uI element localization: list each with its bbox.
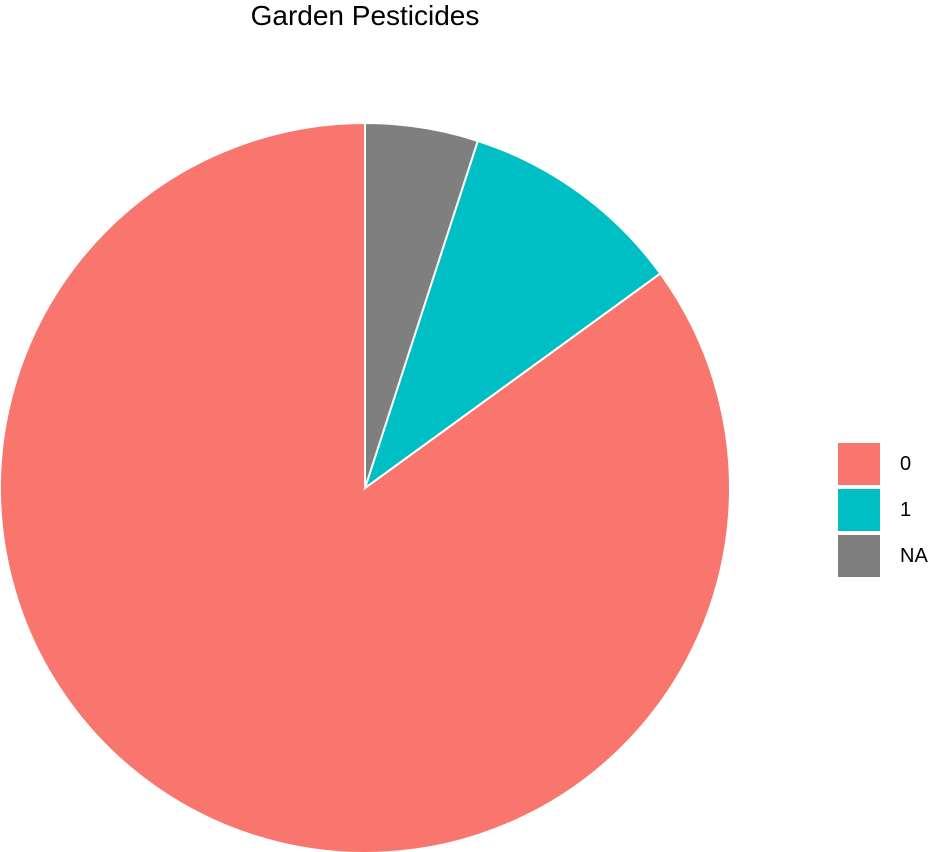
- legend-label-na: NA: [900, 544, 928, 567]
- legend: 0 1 NA: [838, 441, 928, 579]
- chart-title: Garden Pesticides: [250, 0, 480, 31]
- legend-item-1: 1: [838, 487, 928, 533]
- pie-slice-1: [363, 139, 662, 491]
- legend-swatch-na: [838, 535, 880, 577]
- legend-item-na: NA: [838, 533, 928, 579]
- pie-slice-na: [364, 121, 480, 489]
- pie-slices: [0, 121, 731, 852]
- legend-swatch-0: [838, 443, 880, 485]
- legend-label-1: 1: [900, 498, 912, 521]
- legend-label-0: 0: [900, 452, 912, 475]
- legend-item-0: 0: [838, 441, 928, 487]
- legend-swatch-1: [838, 489, 880, 531]
